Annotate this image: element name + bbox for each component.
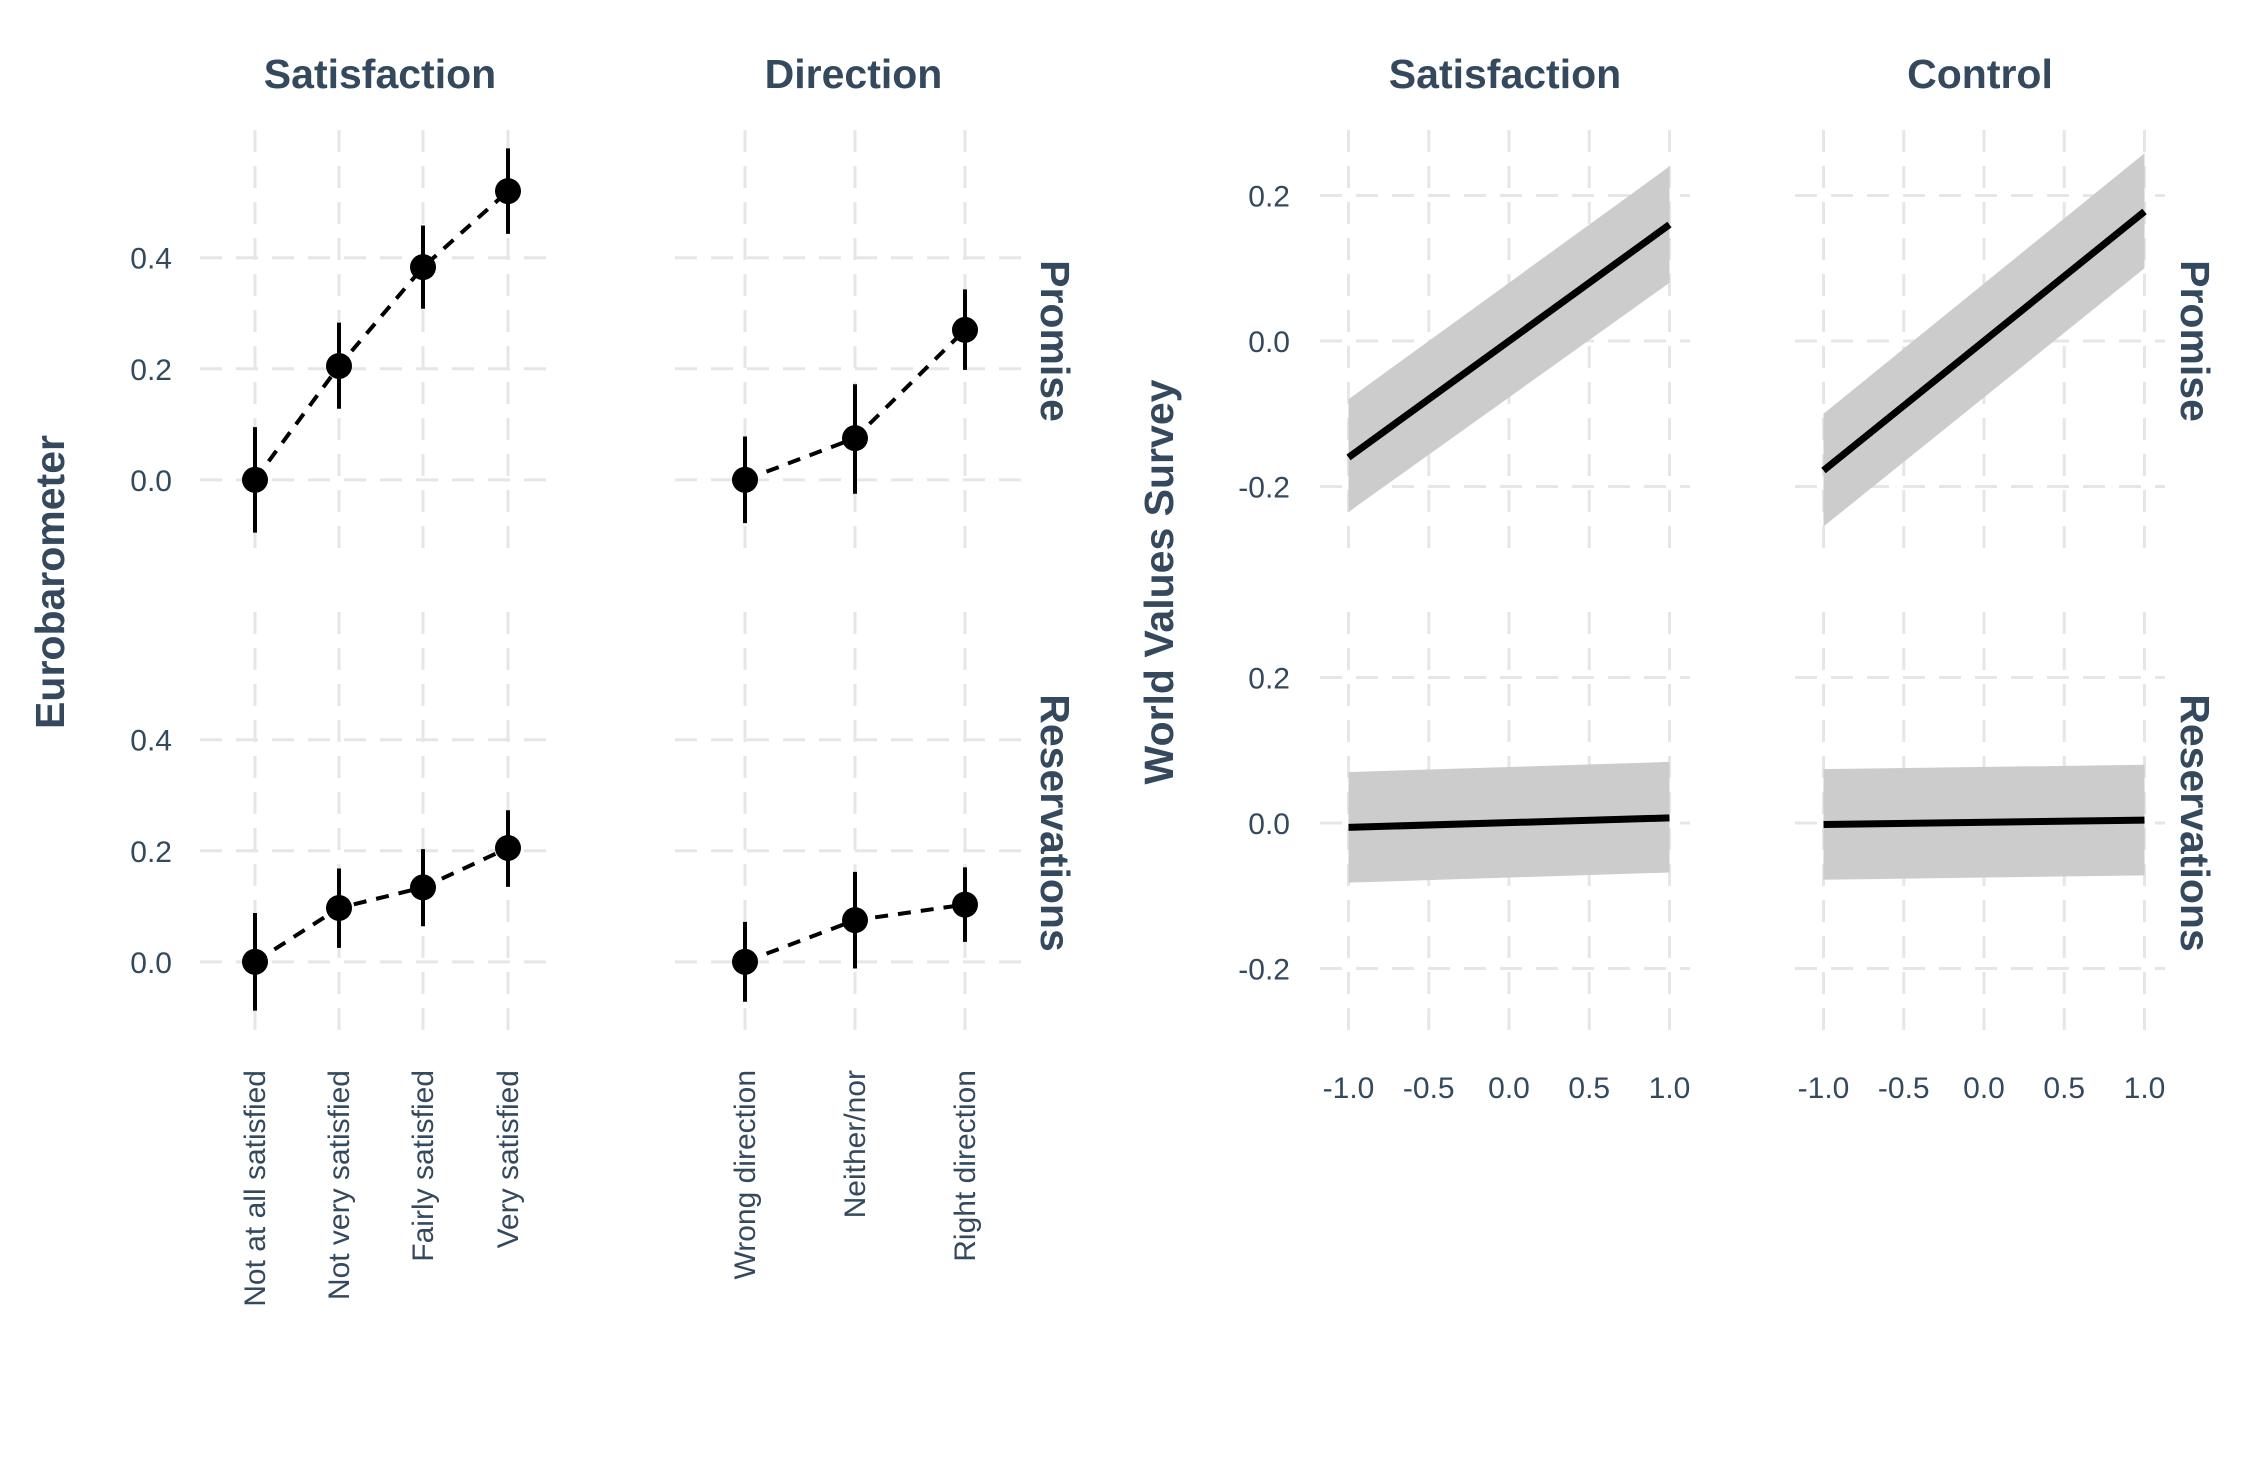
fit-line-reservations	[1823, 816, 2145, 828]
row-strip-promise: Promise	[1032, 260, 1078, 422]
x-tick-label: 0.5	[2043, 1072, 2085, 1105]
x-tick-label: 0.0	[1488, 1072, 1530, 1105]
fit-line-reservations	[1348, 814, 1670, 831]
y-axis-label-eurobarometer: Eurobarometer	[27, 435, 73, 729]
data-point	[732, 948, 758, 975]
facet-strip-control-right: Control	[1907, 51, 2053, 97]
x-tick-label: Wrong direction	[729, 1070, 762, 1280]
y-tick-label: 0.2	[1248, 662, 1290, 695]
x-tick-label: 1.0	[2124, 1072, 2166, 1105]
row-strip-reservations: Reservations	[2172, 694, 2218, 952]
y-tick-label: -0.2	[1238, 954, 1290, 987]
series-line-promise	[253, 189, 510, 482]
data-point	[242, 948, 268, 975]
row-strip-reservations: Reservations	[1032, 694, 1078, 952]
y-tick-label: 0.4	[130, 725, 172, 758]
data-point	[842, 425, 868, 452]
data-point	[952, 891, 978, 918]
data-point	[326, 894, 352, 921]
x-tick-label: Very satisfied	[492, 1070, 525, 1248]
y-tick-label: 0.2	[130, 354, 172, 387]
x-tick-label: -0.5	[1403, 1072, 1455, 1105]
x-tick-label: Neither/nor	[839, 1070, 872, 1218]
data-point	[732, 466, 758, 493]
row-strip-promise: Promise	[2172, 260, 2218, 422]
data-point	[326, 352, 352, 379]
y-tick-label: 0.0	[130, 465, 172, 498]
marks-layer	[242, 148, 2147, 1011]
data-point	[952, 316, 978, 343]
fit-line-promise	[1346, 221, 1672, 461]
y-tick-label: 0.2	[130, 836, 172, 869]
grid-layer	[200, 130, 2165, 1034]
x-tick-label: Fairly satisfied	[407, 1070, 440, 1262]
x-tick-label: -1.0	[1798, 1072, 1850, 1105]
y-tick-label: -0.2	[1238, 472, 1290, 505]
x-tick-label: 0.0	[1963, 1072, 2005, 1105]
y-tick-label: 0.0	[1248, 326, 1290, 359]
x-tick-label: 1.0	[1649, 1072, 1691, 1105]
data-point	[842, 907, 868, 934]
facet-strip-direction-left: Direction	[765, 51, 943, 97]
x-tick-label: Right direction	[949, 1070, 982, 1262]
data-point	[410, 254, 436, 281]
data-point	[495, 834, 521, 861]
data-point	[410, 874, 436, 901]
x-tick-label: -1.0	[1323, 1072, 1375, 1105]
x-tick-label: 0.5	[1568, 1072, 1610, 1105]
facet-strip-satisfaction-right: Satisfaction	[1389, 51, 1621, 97]
y-tick-label: 0.0	[1248, 808, 1290, 841]
data-point	[242, 466, 268, 493]
facet-strip-satisfaction-left: Satisfaction	[264, 51, 496, 97]
x-tick-label: Not very satisfied	[323, 1070, 356, 1300]
y-tick-label: 0.2	[1248, 180, 1290, 213]
text-layer: Satisfaction Not at all satisfied Not very…	[27, 51, 2218, 1307]
y-tick-label: 0.0	[130, 947, 172, 980]
x-tick-label: -0.5	[1878, 1072, 1930, 1105]
y-axis-label-world-values-survey: World Values Survey	[1136, 379, 1182, 784]
y-tick-label: 0.4	[130, 243, 172, 276]
x-tick-label: Not at all satisfied	[239, 1070, 272, 1307]
series-line-reservations	[253, 846, 509, 964]
data-point	[495, 178, 521, 205]
fit-line-promise	[1821, 208, 2147, 474]
